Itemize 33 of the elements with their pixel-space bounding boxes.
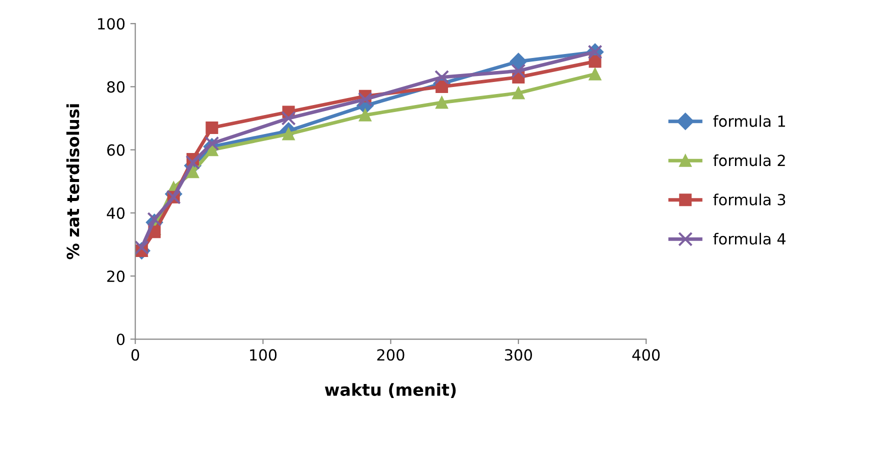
legend-label: formula 1 (713, 115, 785, 127)
point (512, 86, 525, 100)
legend-label: formula 4 (713, 232, 786, 245)
x-tick-label: 300 (505, 349, 532, 361)
point (436, 96, 448, 109)
y-tick-label: 60 (107, 144, 125, 156)
point (434, 70, 450, 85)
x-axis-title: waktu (menit) (324, 383, 456, 398)
y-tick-label: 0 (116, 334, 125, 346)
y-tick-label: 20 (107, 270, 125, 282)
y-tick-label: 40 (106, 207, 125, 219)
point (135, 240, 149, 255)
y-axis-title: % zat terdisolusi (66, 104, 80, 260)
x-tick-label: 100 (250, 349, 277, 361)
x-tick-label: 200 (377, 349, 404, 361)
x-tick-label: 400 (632, 349, 660, 361)
y-tick-label: 80 (107, 81, 125, 93)
legend-label: formula 3 (713, 194, 786, 206)
point (358, 108, 372, 122)
point (281, 110, 296, 126)
point (186, 166, 199, 178)
y-tick-label: 100 (98, 18, 125, 30)
point (147, 212, 162, 227)
point (511, 64, 526, 78)
point (204, 136, 220, 151)
point (510, 52, 527, 70)
point (206, 121, 218, 134)
legend-label: formula 2 (713, 154, 785, 166)
x-tick-label: 0 (131, 349, 140, 361)
point (358, 92, 372, 107)
point (588, 68, 602, 80)
point (436, 80, 448, 93)
point (185, 155, 200, 170)
